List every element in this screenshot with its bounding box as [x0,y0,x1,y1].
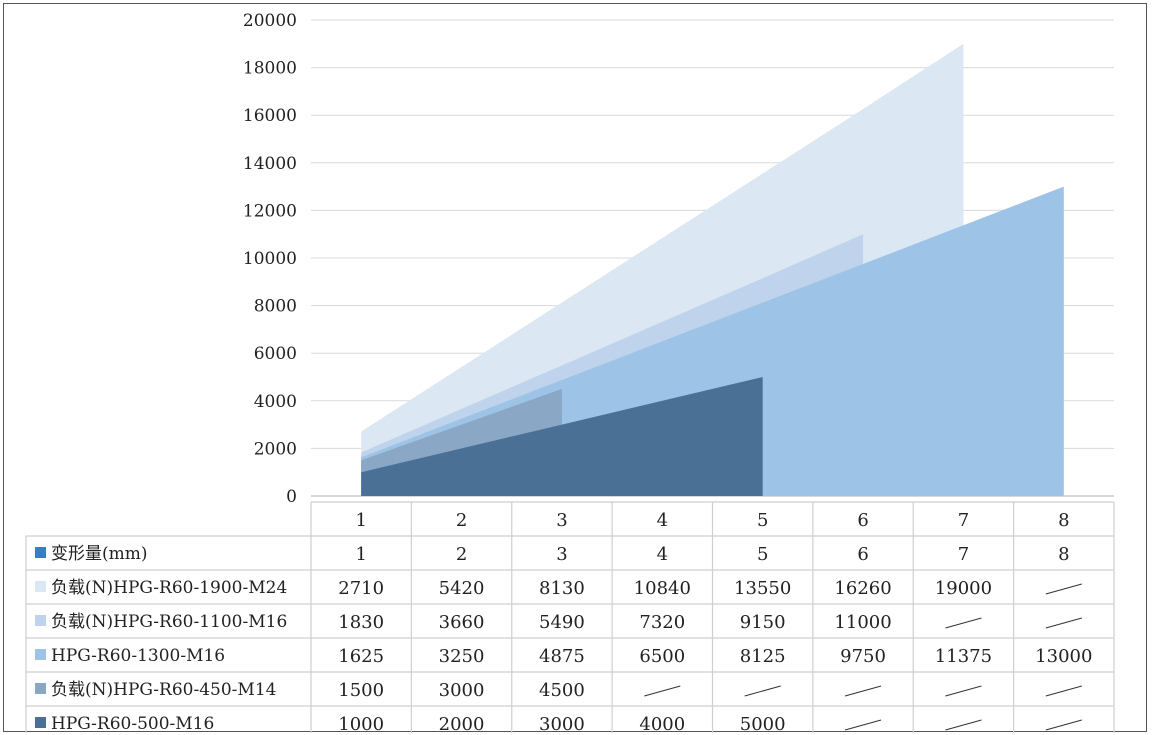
empty-cell-mark [1045,583,1082,595]
table-cell-value: 1500 [338,680,384,701]
table-cell-value: 9750 [840,646,886,667]
table-cell-value: 7320 [639,612,685,633]
legend-swatch [35,717,46,728]
table-cell-value: 8130 [539,578,585,599]
table-cell-value: 6 [857,544,868,565]
table-cell-value: 5420 [439,578,485,599]
table-cell-value: 2000 [439,714,485,733]
empty-cell-mark [844,719,882,731]
y-tick-label: 20000 [243,11,297,31]
table-cell-value: 16260 [834,578,891,599]
empty-cell-mark [1045,685,1082,697]
legend-label: HPG-R60-1300-M16 [51,646,225,666]
legend-label: 负载(N)HPG-R60-1900-M24 [51,578,287,598]
legend-swatch [35,683,46,694]
y-tick-label: 18000 [243,59,297,79]
area-chart: 0200040006000800010000120001400016000180… [25,11,1115,733]
x-tick-label: 8 [1058,510,1069,531]
y-tick-label: 10000 [243,249,297,269]
table-cell-value: 11000 [834,612,891,633]
x-tick-label: 5 [757,510,768,531]
table-cell-value: 8 [1058,544,1069,565]
legend-swatch [35,581,46,592]
y-tick-label: 0 [286,487,297,507]
table-cell-value: 10840 [634,578,691,599]
table-cell-value: 4500 [539,680,585,701]
table-cell-value: 1625 [338,646,384,667]
table-cell-value: 2 [456,544,467,565]
table-cell-value: 1 [355,544,366,565]
y-tick-label: 14000 [243,154,297,174]
legend-label: HPG-R60-500-M16 [51,714,214,733]
legend-swatch [35,615,46,626]
x-tick-label: 3 [556,510,567,531]
legend-swatch [35,649,46,660]
table-cell-value: 4000 [639,714,685,733]
y-tick-label: 2000 [254,439,297,459]
empty-cell-mark [844,685,882,697]
table-cell-value: 1000 [338,714,384,733]
chart-frame: 0 2000 4000 6000 8000 10000 12000 14000 16000 180… [3,3,1147,733]
y-tick-label: 8000 [254,297,297,317]
table-cell-value: 19000 [935,578,992,599]
y-tick-label: 6000 [254,344,297,364]
table-cell-value: 4875 [539,646,585,667]
x-tick-label: 1 [355,510,366,531]
x-tick-label: 7 [958,510,969,531]
table-cell-value: 3660 [439,612,485,633]
table-cell-value: 5000 [740,714,786,733]
area-series-5 [361,377,763,496]
table-cell-value: 13550 [734,578,791,599]
empty-cell-mark [1045,719,1082,731]
data-table: 1 2 3 4 5 6 7 8 变形量(mm) 1 2 3 4 5 6 7 8 负载(N)HPG-R60-1900… [25,501,1115,733]
y-axis: 0 2000 4000 6000 8000 10000 12000 14000 16000 180… [243,11,297,507]
legend-label: 负载(N)HPG-R60-450-M14 [51,680,276,700]
y-tick-label: 12000 [243,201,297,221]
table-cell-value: 7 [958,544,969,565]
table-cell-value: 3000 [439,680,485,701]
empty-cell-mark [644,685,681,697]
table-cell-value: 8125 [740,646,786,667]
table-cell-value: 6500 [639,646,685,667]
table-cell-value: 3000 [539,714,585,733]
table-cell-value: 5490 [539,612,585,633]
empty-cell-mark [945,719,982,731]
table-cell-value: 5 [757,544,768,565]
table-cell-value: 13000 [1035,646,1092,667]
table-cell-value: 3250 [439,646,485,667]
legend-swatch [35,547,46,558]
empty-cell-mark [1045,617,1082,629]
table-cell-value: 2710 [338,578,384,599]
x-tick-label: 4 [657,510,668,531]
table-cell-value: 3 [556,544,567,565]
y-tick-label: 4000 [254,392,297,412]
table-cell-value: 9150 [740,612,786,633]
y-tick-label: 16000 [243,106,297,126]
table-cell-value: 11375 [935,646,992,667]
table-cell-value: 4 [657,544,668,565]
legend-label: 变形量(mm) [51,544,148,564]
table-cell-value: 1830 [338,612,384,633]
empty-cell-mark [945,617,982,629]
empty-cell-mark [744,685,781,697]
area-layer [361,43,1064,497]
x-tick-label: 2 [456,510,467,531]
x-tick-label: 6 [857,510,868,531]
legend-label: 负载(N)HPG-R60-1100-M16 [51,612,287,632]
empty-cell-mark [945,685,982,697]
